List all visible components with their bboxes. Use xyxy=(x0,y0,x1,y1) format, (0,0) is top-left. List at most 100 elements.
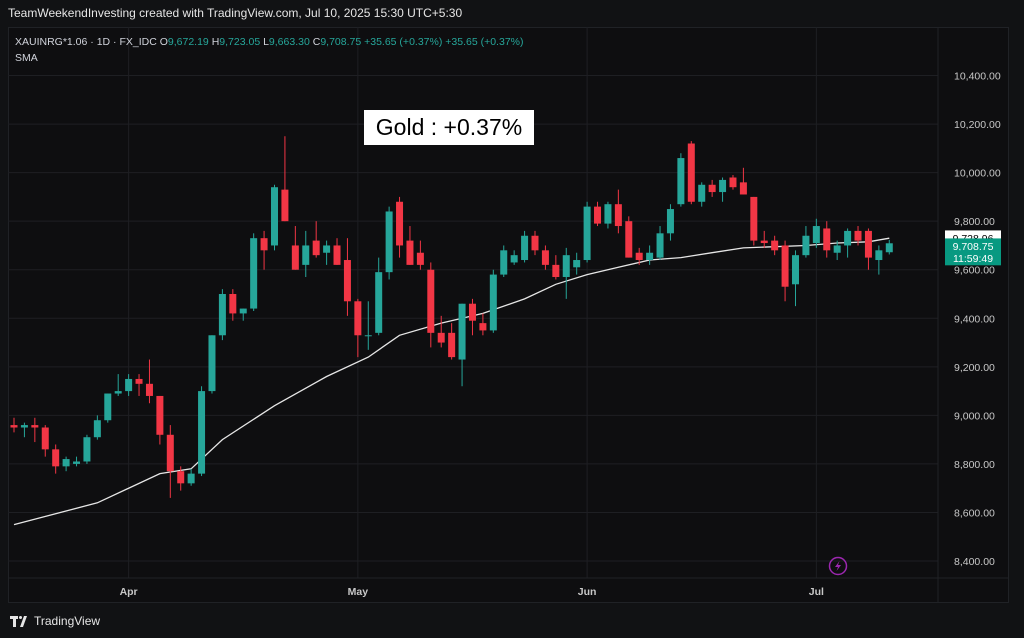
footer: TradingView xyxy=(10,614,100,628)
candle-body xyxy=(604,204,612,224)
candle-body xyxy=(875,250,883,261)
candle xyxy=(83,434,91,464)
candle-body xyxy=(135,378,143,384)
candle-body xyxy=(458,303,466,360)
candle-body xyxy=(729,177,737,188)
candle xyxy=(739,167,747,195)
candle xyxy=(406,226,414,265)
candle xyxy=(198,386,206,477)
candle xyxy=(781,240,789,302)
candle-body xyxy=(427,269,435,333)
candle-body xyxy=(10,425,18,428)
candlestick-chart[interactable]: 10,400.00 10,200.00 10,000.00 9,800.00 9,600… xyxy=(8,27,1009,603)
candle xyxy=(364,301,372,350)
chart-caption: TeamWeekendInvesting created with Tradin… xyxy=(8,6,463,20)
candle xyxy=(73,456,81,467)
candle xyxy=(271,184,278,251)
indicator-row: SMA xyxy=(15,50,524,66)
sma-line xyxy=(13,237,890,526)
candle-body xyxy=(312,240,320,256)
sma-indicator-label[interactable]: SMA xyxy=(15,52,38,64)
y-tick-label: 9,000.00 xyxy=(954,410,995,422)
candle xyxy=(541,245,549,270)
sma-layer xyxy=(13,237,890,526)
y-axis: 10,400.00 10,200.00 10,000.00 9,800.00 9,600… xyxy=(954,71,1001,568)
candle xyxy=(302,230,310,278)
candle xyxy=(625,216,633,258)
candle xyxy=(125,374,133,396)
candle xyxy=(864,228,872,270)
candle xyxy=(844,228,852,258)
candle xyxy=(677,153,685,207)
candle-body xyxy=(792,255,799,285)
candle-body xyxy=(583,206,591,261)
candle-body xyxy=(468,303,476,321)
candle xyxy=(885,239,893,255)
candle xyxy=(291,226,299,270)
candle-body xyxy=(531,235,539,251)
candle xyxy=(62,456,70,472)
x-tick-label: May xyxy=(348,586,369,598)
candle-body xyxy=(854,230,862,241)
change-value-2: +35.65 (+0.37%) xyxy=(445,36,524,48)
candle-body xyxy=(844,230,852,246)
candle xyxy=(31,417,39,443)
candle xyxy=(239,308,247,321)
candle-body xyxy=(510,255,518,263)
candle xyxy=(552,255,560,280)
candle xyxy=(135,374,143,396)
candle xyxy=(823,221,831,258)
candle-body xyxy=(354,301,362,336)
candle-body xyxy=(281,189,289,222)
candle-body xyxy=(62,459,70,467)
candle xyxy=(833,240,841,261)
candle-body xyxy=(677,158,685,205)
x-tick-label: Apr xyxy=(120,586,138,598)
tradingview-logo-icon xyxy=(10,615,28,627)
candle-body xyxy=(719,179,727,193)
candle xyxy=(812,218,820,248)
high-key: H xyxy=(211,36,220,48)
candle-body xyxy=(635,252,643,261)
candle xyxy=(437,315,445,348)
candle xyxy=(562,247,570,299)
symbol-label[interactable]: XAUINRG*1.06 · 1D · FX_IDC xyxy=(15,36,157,48)
candle xyxy=(52,444,60,474)
candle-body xyxy=(20,425,28,428)
candle-body xyxy=(302,245,310,265)
low-key: L xyxy=(263,36,269,48)
candle-layer xyxy=(10,136,893,498)
candle-body xyxy=(489,274,497,331)
candle-body xyxy=(218,294,226,336)
candle-body xyxy=(177,471,185,484)
candle xyxy=(854,226,862,246)
candle xyxy=(312,221,320,258)
x-tick-label: Jun xyxy=(578,586,597,598)
candle xyxy=(760,230,768,248)
candle-body xyxy=(323,245,331,253)
candle-body xyxy=(41,427,49,450)
candle-body xyxy=(823,228,831,251)
candle xyxy=(281,136,289,222)
candle xyxy=(500,245,508,278)
candle-body xyxy=(416,252,424,265)
candle-body xyxy=(802,235,810,256)
y-tick-label: 10,000.00 xyxy=(954,168,1001,180)
candle-body xyxy=(239,308,247,314)
y-tick-label: 9,600.00 xyxy=(954,265,995,277)
candle xyxy=(10,417,18,433)
price-tag-bg xyxy=(945,238,1001,254)
candle xyxy=(479,313,487,336)
candle-body xyxy=(343,260,351,302)
candle-body xyxy=(333,245,341,265)
lightning-icon[interactable] xyxy=(828,556,848,576)
candle xyxy=(427,262,435,348)
price-tag-label: 11:59:49 xyxy=(953,253,993,265)
candle-body xyxy=(885,243,893,253)
candle-body xyxy=(83,437,91,462)
candle-body xyxy=(187,473,195,484)
candle xyxy=(323,240,331,265)
candle xyxy=(468,298,476,336)
candle-body xyxy=(198,391,206,474)
footer-brand: TradingView xyxy=(34,614,101,628)
